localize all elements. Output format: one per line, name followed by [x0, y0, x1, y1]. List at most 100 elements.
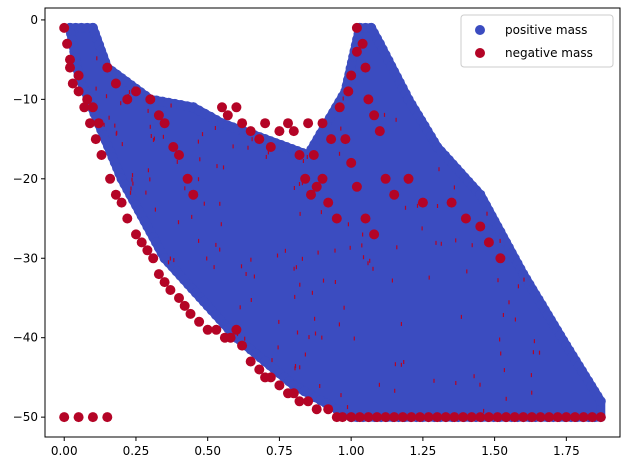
negative-mass-point [245, 356, 256, 367]
negative-mass-point [222, 110, 233, 121]
negative-mass-point [110, 78, 121, 89]
negative-mass-point [432, 412, 443, 423]
x-tick-label: 1.25 [410, 444, 437, 458]
negative-mass-point [303, 118, 314, 129]
negative-mass-point [323, 197, 334, 208]
axes-frame [44, 7, 621, 438]
negative-mass-point [168, 142, 179, 152]
y-tick-label: −50 [13, 410, 38, 424]
negative-mass-point [526, 412, 537, 423]
negative-mass-point [288, 388, 299, 399]
negative-mass-point [65, 54, 75, 65]
x-tick-label: 0.50 [194, 444, 221, 458]
y-tick-label: −20 [13, 172, 38, 186]
negative-mass-point [369, 110, 380, 121]
negative-mass-point [237, 340, 248, 351]
x-tick-label: 1.00 [338, 444, 365, 458]
negative-mass-point [122, 94, 133, 105]
negative-mass-point [501, 412, 512, 423]
y-axis: 0 −10 −20 −30 −40 −50 [13, 13, 45, 424]
negative-mass-point [188, 189, 199, 200]
negative-mass-point [317, 118, 328, 129]
negative-mass-point [380, 412, 391, 423]
negative-mass-point [231, 324, 242, 335]
negative-mass-point [153, 269, 164, 280]
negative-mass-point [179, 300, 190, 311]
negative-mass-point [449, 412, 460, 423]
negative-mass-point [73, 86, 84, 97]
negative-mass-point [96, 150, 107, 160]
negative-mass-point [351, 46, 362, 57]
negative-mass-point [87, 102, 98, 113]
negative-mass-point [380, 173, 391, 184]
negative-mass-point [415, 412, 425, 423]
negative-mass-point [225, 332, 236, 343]
y-tick-label: −40 [13, 331, 38, 345]
negative-mass-point [260, 118, 271, 129]
negative-mass-point [483, 237, 494, 248]
negative-mass-point [374, 126, 385, 137]
x-tick-label: 1.50 [481, 444, 508, 458]
negative-mass-point [62, 38, 73, 49]
negative-mass-point [354, 412, 365, 423]
negative-mass-point [475, 221, 486, 232]
negative-mass-point [185, 308, 196, 319]
negative-mass-point [403, 173, 414, 184]
negative-mass-point [174, 293, 184, 303]
negative-mass-point [458, 412, 469, 423]
legend-label-positive-mass: positive mass [505, 23, 587, 37]
negative-mass-point [389, 189, 400, 200]
negative-mass-point [340, 134, 351, 145]
negative-mass-point [122, 213, 133, 224]
negative-mass-point [570, 412, 580, 423]
negative-mass-point [165, 285, 176, 295]
negative-mass-point [265, 142, 276, 152]
negative-mass-point [82, 94, 93, 105]
negative-mass-point [346, 412, 357, 423]
negative-mass-point [346, 157, 357, 168]
y-tick-label: −10 [13, 92, 38, 106]
negative-mass-point [145, 94, 156, 105]
y-tick-label: 0 [30, 13, 38, 27]
negative-mass-point [159, 277, 170, 288]
negative-mass-point [446, 197, 457, 208]
negative-mass-point [231, 102, 242, 113]
negative-mass-point [343, 86, 354, 97]
series-layer [59, 22, 606, 423]
negative-mass-point [509, 412, 520, 423]
negative-mass-point [294, 150, 305, 160]
negative-mass-point [306, 189, 316, 200]
negative-mass-point [492, 412, 503, 423]
negative-mass-point [518, 412, 529, 423]
negative-mass-point [440, 412, 451, 423]
negative-mass-point [317, 173, 328, 184]
negative-mass-point [116, 197, 127, 208]
negative-mass-point [105, 173, 116, 184]
negative-mass-point [102, 412, 113, 423]
negative-mass-point [90, 134, 101, 145]
negative-mass-point [131, 86, 141, 97]
negative-mass-point [110, 189, 121, 200]
negative-mass-point [283, 118, 293, 129]
negative-mass-point [357, 38, 368, 49]
negative-mass-point [495, 253, 506, 264]
negative-mass-point [331, 213, 342, 224]
negative-mass-point [460, 213, 471, 224]
negative-mass-point [360, 62, 371, 73]
negative-mass-point [406, 412, 417, 423]
negative-mass-point [159, 118, 170, 129]
negative-mass-point [360, 213, 371, 224]
negative-mass-point [79, 102, 90, 113]
negative-mass-point [93, 118, 104, 129]
negative-mass-point [308, 150, 319, 160]
negative-mass-point [59, 412, 70, 423]
negative-mass-point [337, 412, 348, 423]
negative-mass-point [194, 316, 205, 327]
x-tick-label: 0.25 [123, 444, 150, 458]
x-tick-label: 1.75 [553, 444, 580, 458]
negative-mass-point [153, 110, 164, 121]
negative-mass-point [131, 229, 141, 240]
negative-mass-point [363, 94, 374, 105]
negative-mass-point [73, 70, 84, 81]
negative-mass-point [351, 181, 362, 192]
